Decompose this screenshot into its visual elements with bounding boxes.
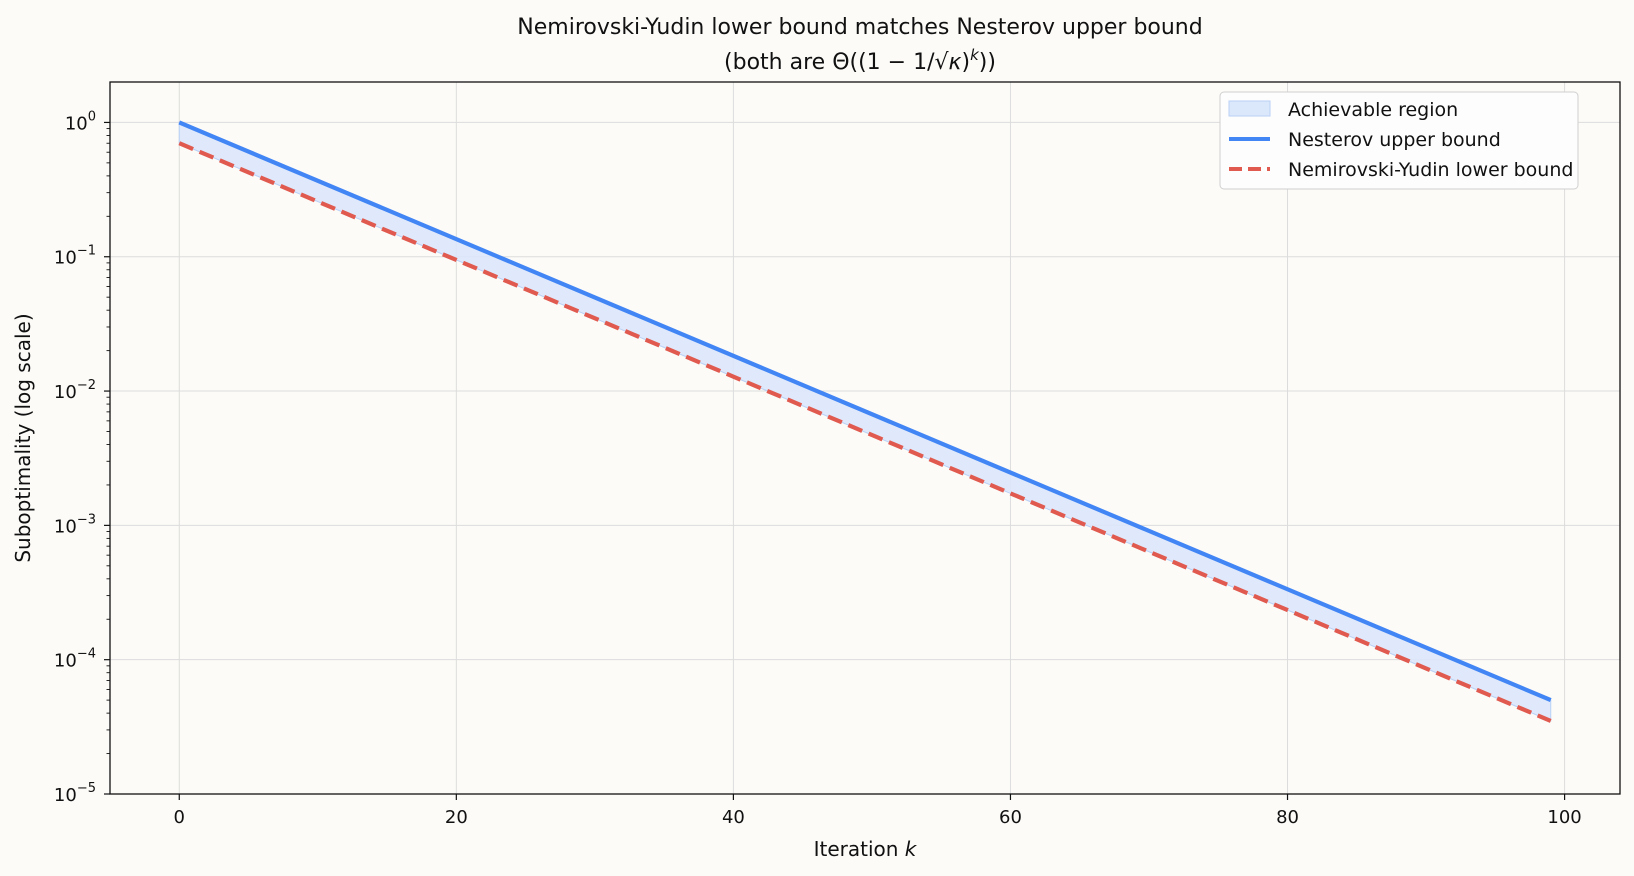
y-tick-label: 10−2 xyxy=(54,378,96,403)
x-tick-label: 20 xyxy=(445,807,468,828)
x-axis-label: Iteration k xyxy=(814,837,918,861)
chart-subtitle: (both are Θ((1 − 1/√κ)k)) xyxy=(724,46,996,75)
legend: Achievable region Nesterov upper bound N… xyxy=(1219,91,1579,190)
x-tick-label: 60 xyxy=(999,807,1022,828)
legend-label-nesterov: Nesterov upper bound xyxy=(1288,129,1501,151)
y-tick-label: 100 xyxy=(65,109,96,134)
y-axis-label: Suboptimality (log scale) xyxy=(11,313,35,562)
y-tick-label: 10−5 xyxy=(54,781,96,806)
subtitle-end: )) xyxy=(979,50,996,75)
x-tick-label: 80 xyxy=(1276,807,1299,828)
subtitle-open: (both are Θ((1 − 1/√ xyxy=(724,50,949,75)
plot-area xyxy=(178,120,1552,723)
grid-lines xyxy=(110,82,1620,795)
y-tick-label: 10−1 xyxy=(54,244,96,269)
x-tick-label: 0 xyxy=(174,807,185,828)
axes-frame xyxy=(109,81,1621,795)
x-tick-label: 40 xyxy=(722,807,745,828)
x-axis-label-var: k xyxy=(905,837,918,861)
legend-label-achievable-region: Achievable region xyxy=(1288,99,1458,121)
y-tick-label: 10−3 xyxy=(54,512,96,537)
legend-label-nemirovski-yudin: Nemirovski-Yudin lower bound xyxy=(1288,159,1573,181)
subtitle-exponent: k xyxy=(970,46,980,64)
x-tick-label: 100 xyxy=(1547,807,1581,828)
y-tick-label: 10−4 xyxy=(54,647,96,672)
series-line-nesterov-upper-bound xyxy=(178,120,1552,703)
x-axis-ticks: 0 20 40 60 80 100 xyxy=(174,794,1582,828)
achievable-region-fill xyxy=(178,121,1552,722)
legend-box xyxy=(1219,91,1579,190)
chart-title: Nemirovski-Yudin lower bound matches Nes… xyxy=(517,15,1202,40)
subtitle-close-paren: ) xyxy=(961,50,970,75)
legend-swatch-achievable-region xyxy=(1228,100,1271,117)
subtitle-kappa: κ xyxy=(949,50,962,75)
y-axis-ticks: 100 10−1 10−2 10−3 10−4 10−5 xyxy=(54,109,110,806)
series-line-nemirovski-yudin-lower-bound xyxy=(178,141,1552,723)
x-axis-label-text: Iteration xyxy=(814,837,899,861)
